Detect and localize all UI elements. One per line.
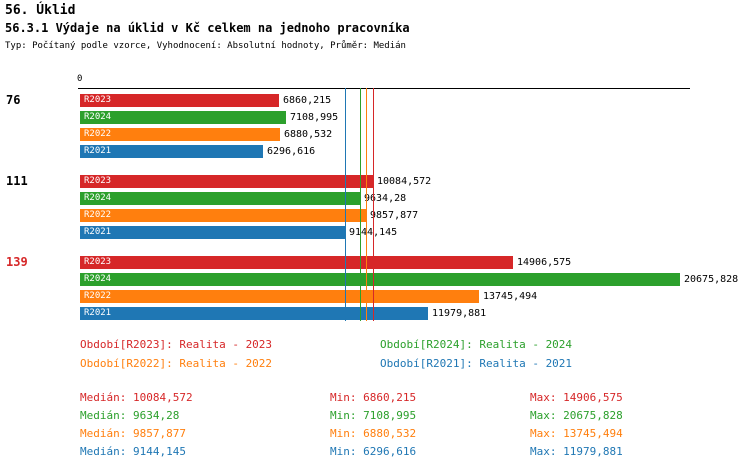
- stats-min-value: Min: 6880,532: [330, 427, 417, 440]
- bar-row-76-R2024: R2024 7108,995: [80, 111, 338, 124]
- chart-stats: Medián: 10084,572 Min: 6860,215 Max: 14906…: [80, 391, 720, 463]
- bar-series-label: R2023: [84, 176, 112, 186]
- bar-row-111-R2023: R2023 10084,572: [80, 175, 431, 188]
- stats-row-R2024: Medián: 9634,28 Min: 7108,995 Max: 20675,8…: [80, 409, 720, 427]
- bar-row-76-R2022: R2022 6880,532: [80, 128, 332, 141]
- bar-R2024: R2024: [80, 192, 360, 205]
- legend-item-R2022: Období[R2022]: Realita - 2022: [80, 357, 273, 370]
- bar-series-label: R2021: [84, 146, 112, 156]
- bar-series-label: R2023: [84, 95, 112, 105]
- stats-row-R2021: Medián: 9144,145 Min: 6296,616 Max: 11979,…: [80, 445, 720, 463]
- median-line-R2024: [360, 88, 361, 321]
- bar-R2021: R2021: [80, 145, 263, 158]
- median-line-R2023: [373, 88, 374, 321]
- chart-legend: Období[R2023]: Realita - 2023 Období[R202…: [80, 338, 680, 370]
- stats-max-value: Max: 13745,494: [530, 427, 623, 440]
- x-axis-zero-label: 0: [77, 74, 83, 84]
- stats-min-value: Min: 6296,616: [330, 445, 417, 458]
- chart-subtitle: 56.3.1 Výdaje na úklid v Kč celkem na je…: [5, 21, 410, 35]
- bar-value-label: 11979,881: [432, 308, 487, 319]
- bar-R2021: R2021: [80, 226, 345, 239]
- stats-min-value: Min: 7108,995: [330, 409, 417, 422]
- bar-series-label: R2021: [84, 227, 112, 237]
- bar-series-label: R2024: [84, 274, 112, 284]
- chart-meta: Typ: Počítaný podle vzorce, Vyhodnocení:…: [5, 41, 406, 51]
- bar-value-label: 6880,532: [284, 129, 333, 140]
- bar-series-label: R2024: [84, 193, 112, 203]
- bar-value-label: 13745,494: [483, 291, 538, 302]
- stats-max-value: Max: 11979,881: [530, 445, 623, 458]
- stats-row-R2023: Medián: 10084,572 Min: 6860,215 Max: 14906…: [80, 391, 720, 409]
- legend-item-R2023: Období[R2023]: Realita - 2023: [80, 338, 273, 351]
- bar-R2023: R2023: [80, 175, 373, 188]
- bar-series-label: R2021: [84, 308, 112, 318]
- bar-row-139-R2022: R2022 13745,494: [80, 290, 537, 303]
- stats-max-value: Max: 14906,575: [530, 391, 623, 404]
- bar-R2022: R2022: [80, 290, 479, 303]
- median-line-R2022: [366, 88, 367, 321]
- legend-item-R2021: Období[R2021]: Realita - 2021: [380, 357, 573, 370]
- group-label-111: 111: [6, 174, 28, 188]
- bar-R2023: R2023: [80, 256, 513, 269]
- group-label-gutter: 76 111 139: [0, 0, 80, 476]
- bar-value-label: 20675,828: [684, 274, 739, 285]
- group-label-76: 76: [6, 93, 21, 107]
- bar-value-label: 10084,572: [377, 176, 432, 187]
- bar-series-label: R2023: [84, 257, 112, 267]
- legend-item-R2024: Období[R2024]: Realita - 2024: [380, 338, 573, 351]
- bar-value-label: 14906,575: [517, 257, 572, 268]
- bar-value-label: 9857,877: [370, 210, 419, 221]
- bar-row-139-R2023: R2023 14906,575: [80, 256, 571, 269]
- bar-chart-plot: R2023 6860,215 R2024 7108,995 R2022 6880,532 R…: [80, 88, 740, 322]
- bar-R2021: R2021: [80, 307, 428, 320]
- stats-median-value: Medián: 9634,28: [80, 409, 180, 422]
- bar-series-label: R2022: [84, 291, 112, 301]
- bar-value-label: 7108,995: [290, 112, 339, 123]
- bar-R2022: R2022: [80, 209, 366, 222]
- bar-row-139-R2021: R2021 11979,881: [80, 307, 486, 320]
- bar-R2024: R2024: [80, 111, 286, 124]
- stats-max-value: Max: 20675,828: [530, 409, 623, 422]
- bar-series-label: R2022: [84, 210, 112, 220]
- bar-row-111-R2021: R20219144,145: [80, 226, 397, 239]
- bar-R2023: R2023: [80, 94, 279, 107]
- group-label-139: 139: [6, 255, 28, 269]
- bar-row-76-R2023: R2023 6860,215: [80, 94, 331, 107]
- bar-value-label: 6860,215: [283, 95, 332, 106]
- bar-value-label: 6296,616: [267, 146, 316, 157]
- stats-min-value: Min: 6860,215: [330, 391, 417, 404]
- stats-median-value: Medián: 10084,572: [80, 391, 193, 404]
- stats-median-value: Medián: 9857,877: [80, 427, 186, 440]
- bar-row-111-R2022: R2022 9857,877: [80, 209, 418, 222]
- bar-value-label: 9634,28: [364, 193, 407, 204]
- bar-row-111-R2024: R2024 9634,28: [80, 192, 406, 205]
- stats-median-value: Medián: 9144,145: [80, 445, 186, 458]
- stats-row-R2022: Medián: 9857,877 Min: 6880,532 Max: 13745,…: [80, 427, 720, 445]
- page-title: 56. Úklid: [5, 3, 76, 18]
- median-line-R2021: [345, 88, 346, 321]
- x-axis-line: [78, 88, 690, 89]
- bar-row-139-R2024: R2024 20675,828: [80, 273, 738, 286]
- bar-R2024: R2024: [80, 273, 680, 286]
- bar-series-label: R2024: [84, 112, 112, 122]
- bar-row-76-R2021: R2021 6296,616: [80, 145, 315, 158]
- bar-R2022: R2022: [80, 128, 280, 141]
- bar-series-label: R2022: [84, 129, 112, 139]
